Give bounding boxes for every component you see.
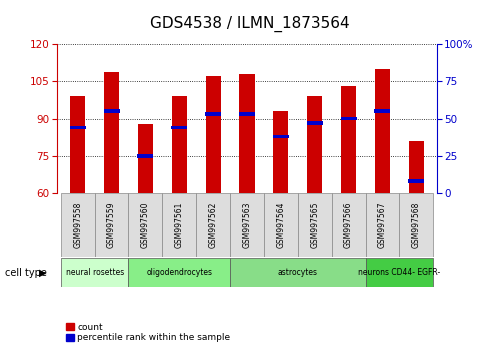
FancyBboxPatch shape xyxy=(365,258,433,287)
Bar xyxy=(70,96,85,193)
Bar xyxy=(104,72,119,193)
Text: GSM997562: GSM997562 xyxy=(209,201,218,248)
FancyBboxPatch shape xyxy=(230,258,365,287)
Bar xyxy=(409,141,424,193)
Bar xyxy=(70,126,86,129)
Text: GSM997566: GSM997566 xyxy=(344,201,353,248)
Bar xyxy=(137,154,153,158)
Bar xyxy=(138,124,153,193)
Bar xyxy=(273,135,289,138)
Bar xyxy=(307,96,322,193)
FancyBboxPatch shape xyxy=(399,193,433,257)
Bar xyxy=(240,74,254,193)
Legend: count, percentile rank within the sample: count, percentile rank within the sample xyxy=(62,319,234,346)
Text: GSM997559: GSM997559 xyxy=(107,201,116,248)
Bar xyxy=(205,112,221,116)
FancyBboxPatch shape xyxy=(129,193,162,257)
FancyBboxPatch shape xyxy=(95,193,129,257)
Bar xyxy=(273,111,288,193)
Text: GDS4538 / ILMN_1873564: GDS4538 / ILMN_1873564 xyxy=(150,16,349,32)
Text: GSM997565: GSM997565 xyxy=(310,201,319,248)
FancyBboxPatch shape xyxy=(264,193,298,257)
Text: GSM997560: GSM997560 xyxy=(141,201,150,248)
FancyBboxPatch shape xyxy=(129,258,230,287)
Text: cell type: cell type xyxy=(5,268,47,278)
Bar xyxy=(172,96,187,193)
FancyBboxPatch shape xyxy=(61,193,95,257)
Text: GSM997563: GSM997563 xyxy=(243,201,251,248)
Text: neural rosettes: neural rosettes xyxy=(65,268,124,277)
Bar xyxy=(171,126,187,129)
FancyBboxPatch shape xyxy=(365,193,399,257)
Text: oligodendrocytes: oligodendrocytes xyxy=(146,268,212,277)
Bar xyxy=(206,76,221,193)
Bar xyxy=(374,109,390,113)
FancyBboxPatch shape xyxy=(332,193,365,257)
Bar xyxy=(341,86,356,193)
FancyBboxPatch shape xyxy=(230,193,264,257)
Text: GSM997558: GSM997558 xyxy=(73,201,82,248)
FancyBboxPatch shape xyxy=(61,258,129,287)
Bar xyxy=(104,109,120,113)
Text: GSM997561: GSM997561 xyxy=(175,201,184,248)
FancyBboxPatch shape xyxy=(162,193,196,257)
FancyBboxPatch shape xyxy=(196,193,230,257)
Bar xyxy=(341,117,357,120)
Text: astrocytes: astrocytes xyxy=(278,268,318,277)
Text: neurons CD44- EGFR-: neurons CD44- EGFR- xyxy=(358,268,441,277)
FancyBboxPatch shape xyxy=(298,193,332,257)
Text: GSM997568: GSM997568 xyxy=(412,201,421,248)
Text: GSM997567: GSM997567 xyxy=(378,201,387,248)
Bar xyxy=(375,69,390,193)
Bar xyxy=(307,121,323,125)
Bar xyxy=(408,179,424,183)
Text: GSM997564: GSM997564 xyxy=(276,201,285,248)
Bar xyxy=(239,112,255,116)
Text: ▶: ▶ xyxy=(38,268,46,278)
